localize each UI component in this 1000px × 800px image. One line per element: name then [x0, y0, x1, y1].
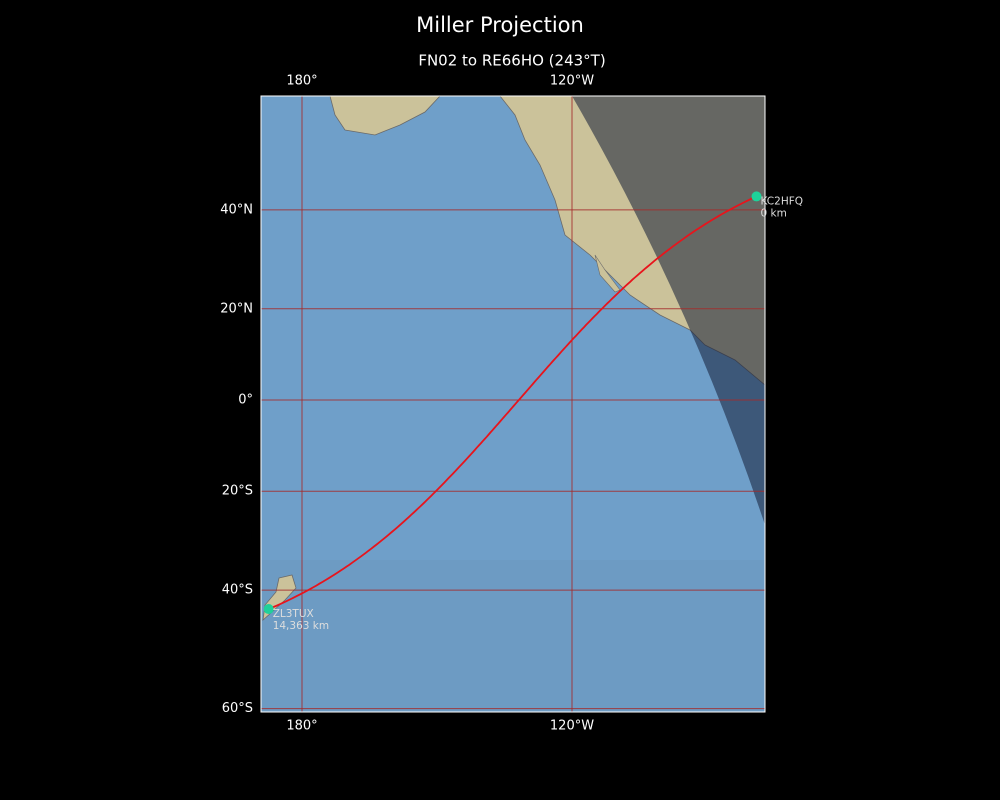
lat-label: 60°S: [222, 701, 253, 716]
lon-label-top: 120°W: [550, 74, 594, 89]
lat-label: 40°S: [222, 583, 253, 598]
baja-california: [594, 254, 621, 293]
lon-label-bottom: 120°W: [550, 719, 594, 734]
station-distance: 0 km: [761, 207, 787, 219]
labels: 180° 180° 120°W 120°W 40°N 20°N 0° 20°S 40°S 60°S…: [220, 74, 803, 734]
lat-label: 20°S: [222, 484, 253, 499]
alaska: [329, 96, 441, 136]
map-frame: [260, 95, 766, 713]
map-title: Miller Projection: [416, 13, 584, 37]
station-name: KC2HFQ: [761, 195, 804, 207]
lon-label-top: 180°: [286, 74, 317, 89]
lat-label: 20°N: [220, 301, 253, 316]
great-circle-path: [268, 195, 757, 610]
southern-ocean: [261, 560, 765, 712]
lon-label-bottom: 180°: [286, 719, 317, 734]
station-marker: [263, 604, 274, 615]
station-distance: 14,363 km: [273, 620, 329, 632]
lat-label: 40°N: [220, 202, 253, 217]
graticule: [261, 96, 765, 712]
map-subtitle: FN02 to RE66HO (243°T): [418, 52, 605, 70]
station-marker: [751, 191, 762, 202]
map-area: [261, 96, 765, 712]
lat-label: 0°: [238, 393, 253, 408]
station-name: ZL3TUX: [273, 608, 314, 620]
night-shade: [572, 96, 765, 525]
route-layer: [263, 191, 762, 615]
